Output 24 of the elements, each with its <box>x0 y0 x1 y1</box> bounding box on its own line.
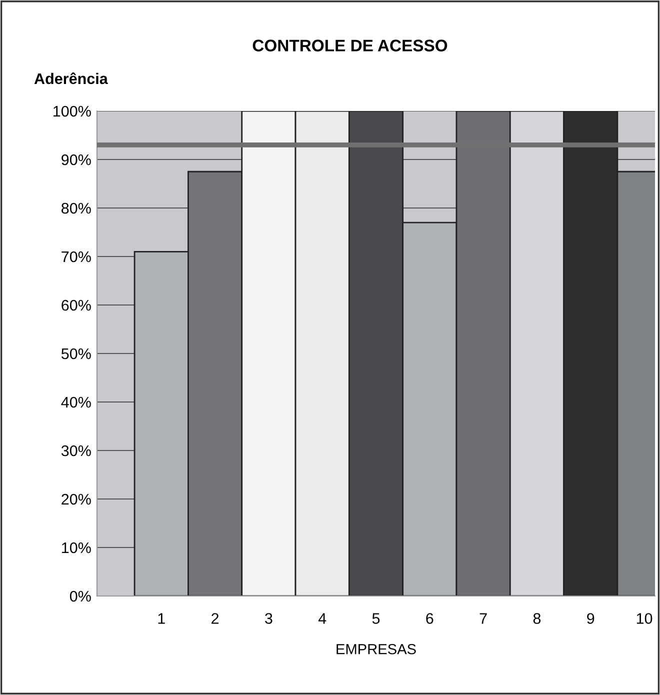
x-tick-label: 10 <box>636 613 652 624</box>
x-tick-label: 4 <box>318 613 326 624</box>
x-tick-label: 9 <box>587 613 594 624</box>
y-tick-label: 100% <box>54 106 91 117</box>
x-tick-label: 2 <box>212 613 219 624</box>
y-tick-label: 60% <box>62 300 91 311</box>
x-tick-label: 6 <box>426 613 434 624</box>
x-tick-label: 8 <box>533 613 541 624</box>
x-axis-title: EMPRESAS <box>336 644 416 654</box>
x-tick-label: 7 <box>480 613 487 624</box>
y-tick-label: 10% <box>62 542 91 554</box>
y-tick-label: 0% <box>70 590 91 602</box>
chart-title: CONTROLE DE ACESSO <box>252 40 448 52</box>
y-tick-label: 20% <box>62 494 91 505</box>
x-tick-label: 3 <box>265 613 272 624</box>
y-tick-label: 90% <box>62 154 91 166</box>
y-tick-label: 30% <box>61 445 91 456</box>
y-axis-title: Aderência <box>34 72 108 84</box>
y-tick-label: 80% <box>62 202 91 214</box>
y-tick-label: 50% <box>61 348 91 360</box>
y-tick-label: 40% <box>61 396 91 408</box>
y-tick-label: 70% <box>62 251 91 262</box>
x-tick-label: 1 <box>158 613 165 624</box>
x-tick-label: 5 <box>372 613 380 624</box>
